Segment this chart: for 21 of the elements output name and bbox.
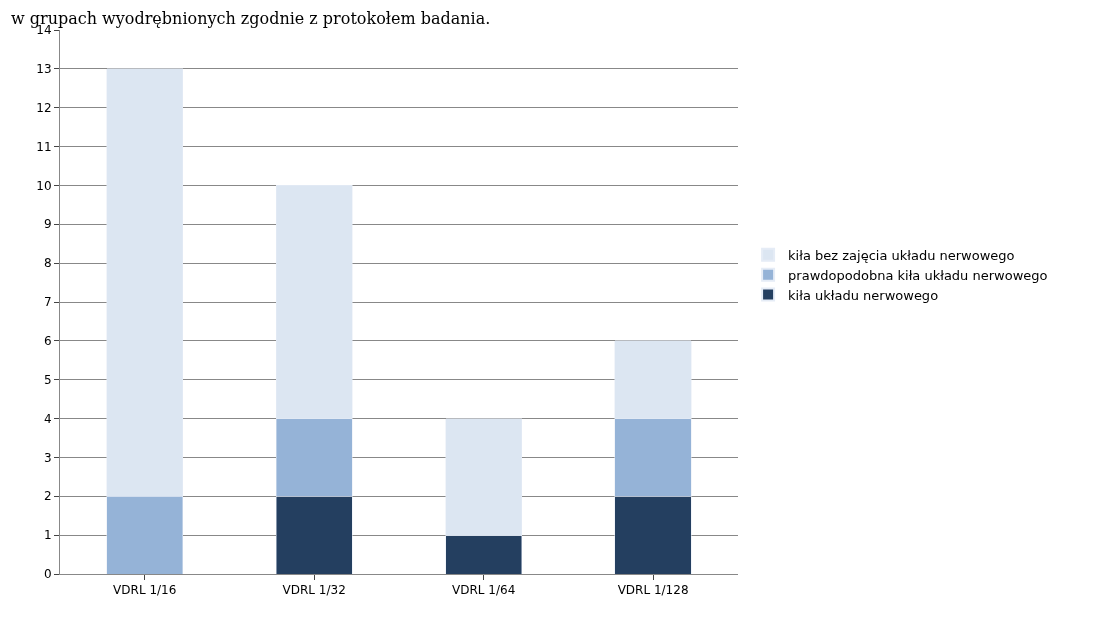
y-tick-label: 5 bbox=[43, 372, 52, 387]
y-tick-label: 6 bbox=[43, 334, 52, 349]
legend-label: kiła bez zajęcia układu nerwowego bbox=[788, 247, 1015, 263]
legend-label: prawdopodobna kiła układu nerwowego bbox=[788, 267, 1048, 283]
y-tick-label: 12 bbox=[36, 100, 52, 115]
y-tick-label: 3 bbox=[43, 450, 52, 465]
y-tick-label: 7 bbox=[43, 295, 52, 310]
x-tick-label: VDRL 1/128 bbox=[617, 583, 689, 598]
legend-label: kiła układu nerwowego bbox=[788, 287, 939, 303]
y-tick-label: 8 bbox=[43, 256, 52, 271]
y-tick-label: 2 bbox=[43, 489, 52, 504]
y-tick-label: 10 bbox=[36, 178, 52, 193]
y-tick-label: 4 bbox=[43, 411, 52, 426]
y-tick-label: 1 bbox=[43, 528, 52, 543]
y-tick-label: 13 bbox=[36, 62, 52, 77]
y-tick-label: 11 bbox=[36, 139, 52, 154]
x-tick-label: VDRL 1/16 bbox=[113, 583, 177, 598]
y-tick-label: 0 bbox=[43, 567, 52, 582]
x-tick-label: VDRL 1/32 bbox=[282, 583, 346, 598]
x-tick-label: VDRL 1/64 bbox=[452, 583, 516, 598]
y-tick-label: 9 bbox=[43, 217, 52, 232]
